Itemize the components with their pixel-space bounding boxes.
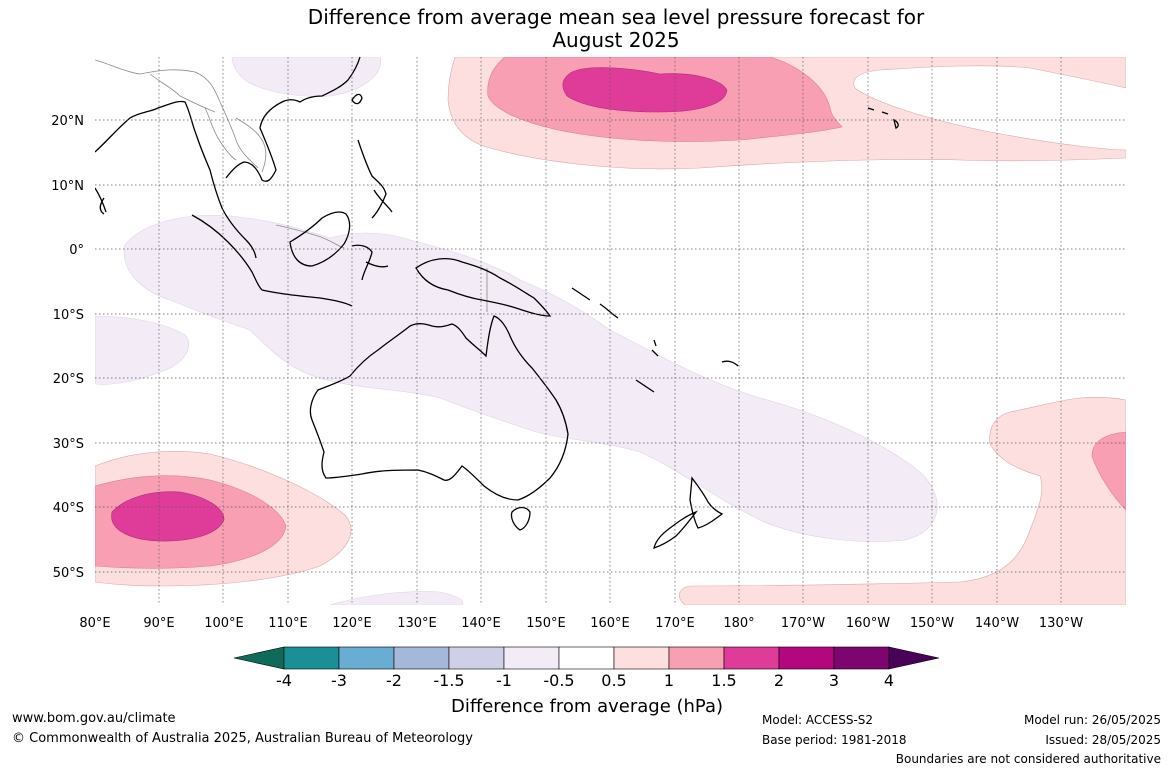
lat-label: 10°N [51,179,84,194]
footer-copyright: © Commonwealth of Australia 2025, Austra… [12,731,473,746]
australia-coast [309,315,569,501]
lon-label: 130°E [397,616,437,631]
lat-label: 20°N [51,114,84,129]
footer-model: Model: ACCESS-S2 [762,713,874,727]
colorbar-swatch [503,646,560,670]
colorbar-title: Difference from average (hPa) [450,696,724,717]
colorbar-tick-label: 4 [883,671,895,690]
anomaly-region-neg-0-5 [95,315,190,385]
colorbar-tick-label: -1.5 [433,671,465,690]
lon-label: 90°E [143,616,174,631]
graticule [95,57,1126,605]
lat-label: 0° [69,243,84,258]
lat-label: 40°S [53,501,84,516]
footer-model-run: Model run: 26/05/2025 [1023,713,1161,727]
map-title-line1: Difference from average mean sea level p… [307,5,925,29]
anomaly-region-1-5 [111,491,225,542]
footer-issued: Issued: 28/05/2025 [1045,733,1161,747]
lat-label: 50°S [53,566,84,581]
footer-base-period: Base period: 1981-2018 [762,733,907,747]
lon-label: 140°E [461,616,501,631]
colorbar-swatch [723,646,780,670]
colorbar-tick-label: 2 [773,671,785,690]
anomaly-region-neg-0-5 [231,57,381,97]
colorbar [233,646,940,670]
colorbar-tick-label: 0.5 [601,671,627,690]
colorbar-extend-low [233,646,285,670]
lon-label: 160°E [590,616,630,631]
lon-label: 80°E [79,616,110,631]
lon-label: 150°E [526,616,566,631]
lat-label: 20°S [53,372,84,387]
footer-disclaimer: Boundaries are not considered authoritat… [895,752,1161,766]
colorbar-tick-label: -3 [331,671,347,690]
colorbar-swatch [833,646,890,670]
colorbar-tick-label: 1.5 [711,671,737,690]
lat-label: 10°S [53,308,84,323]
colorbar-extend-high [888,646,940,670]
colorbar-tick-label: 3 [828,671,840,690]
colorbar-swatch [283,646,340,670]
lon-label: 100°E [204,616,244,631]
colorbar-tick-label: -1 [496,671,512,690]
colorbar-swatch [778,646,835,670]
colorbar-swatch [668,646,725,670]
lon-label: 150°W [910,616,954,631]
colorbar-tick-label: -4 [276,671,292,690]
lon-label: 170°W [781,616,825,631]
colorbar-swatch [558,646,615,670]
map-title-line2: August 2025 [552,28,680,52]
lon-label: 130°W [1039,616,1083,631]
coastlines [95,57,899,549]
footer-website: www.bom.gov.au/climate [12,711,176,726]
anomaly-region-1 [1091,431,1126,511]
anomaly-region-0-5 [679,396,1126,605]
colorbar-tick-label: -2 [386,671,402,690]
colorbar-swatch [393,646,450,670]
lon-label: 120°E [332,616,372,631]
country-borders [95,59,488,312]
lon-label: 170°E [655,616,695,631]
colorbar-swatch [613,646,670,670]
lon-label: 110°E [268,616,308,631]
colorbar-swatch [448,646,505,670]
anomaly-region-neg-0-5 [329,591,464,605]
lon-label: 180° [723,616,754,631]
colorbar-tick-label: 1 [663,671,675,690]
anomaly-region-1-5 [562,67,728,113]
lon-label: 140°W [975,616,1019,631]
lon-label: 160°W [846,616,890,631]
lat-label: 30°S [53,437,84,452]
colorbar-swatch [338,646,395,670]
colorbar-tick-label: -0.5 [543,671,575,690]
